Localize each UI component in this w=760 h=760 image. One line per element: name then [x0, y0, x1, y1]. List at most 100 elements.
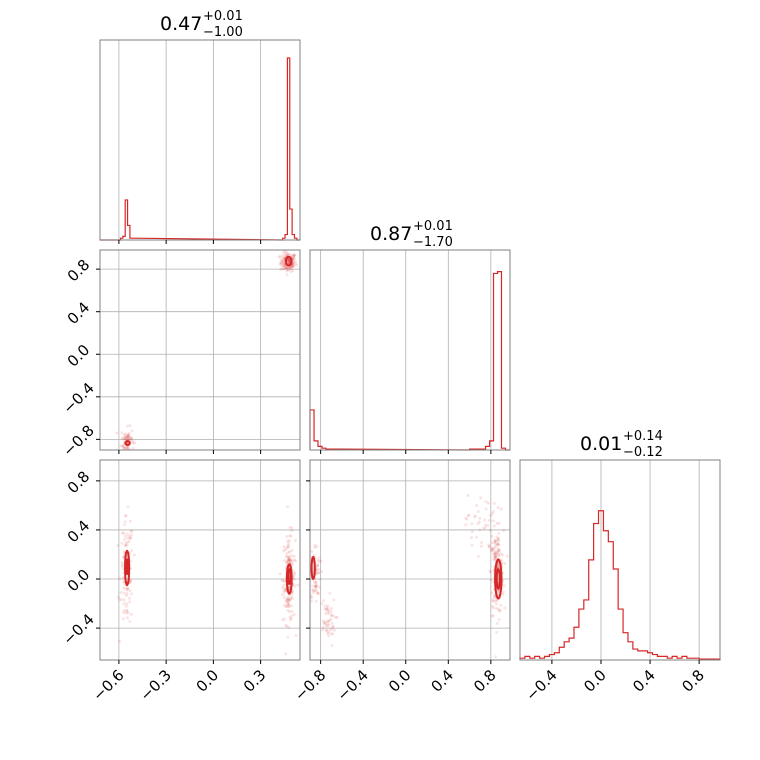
- sample-point: [489, 570, 493, 574]
- sample-point: [318, 577, 322, 581]
- sample-point: [327, 608, 331, 612]
- sample-point: [316, 591, 320, 595]
- sample-point: [290, 604, 294, 608]
- sample-point: [126, 436, 130, 440]
- sample-point: [287, 261, 291, 265]
- density-contour: [310, 555, 316, 581]
- sample-point: [293, 572, 297, 576]
- sample-point: [124, 435, 128, 439]
- sample-point: [283, 617, 287, 621]
- sample-point: [123, 543, 127, 547]
- sample-point: [282, 266, 286, 270]
- sample-point: [280, 579, 284, 583]
- sample-point: [326, 611, 330, 615]
- histogram-step-3: [519, 510, 721, 660]
- sample-point: [494, 602, 498, 606]
- sample-point: [496, 537, 500, 541]
- sample-point: [281, 618, 285, 622]
- histogram-panel-3: [519, 459, 721, 664]
- sample-point: [315, 544, 319, 548]
- sample-point: [120, 564, 124, 568]
- x-tick-label: −0.4: [334, 666, 372, 704]
- sample-point: [307, 555, 310, 558]
- sample-point: [287, 258, 291, 262]
- sample-point: [133, 441, 137, 445]
- x-tick-label: −0.3: [136, 666, 174, 704]
- sample-point: [288, 599, 292, 603]
- sample-point: [317, 571, 321, 575]
- sample-point: [282, 590, 286, 594]
- sample-point: [122, 531, 126, 535]
- sample-point: [130, 429, 134, 433]
- sample-point: [126, 611, 130, 615]
- sample-point: [122, 591, 126, 595]
- sample-point: [496, 542, 500, 546]
- sample-point: [326, 609, 330, 613]
- sample-point: [291, 262, 295, 266]
- sample-point: [285, 605, 289, 609]
- sample-point: [493, 555, 497, 559]
- density-contour: [124, 440, 131, 447]
- sample-point: [281, 593, 285, 597]
- sample-point: [470, 522, 474, 526]
- sample-point: [282, 595, 286, 599]
- sample-point: [127, 431, 131, 435]
- sample-point: [285, 251, 289, 255]
- sample-point: [286, 602, 290, 606]
- sample-point: [493, 600, 497, 604]
- sample-point: [294, 634, 298, 638]
- histogram-panel-2: [309, 249, 511, 454]
- sample-point: [329, 617, 333, 621]
- sample-point: [285, 266, 289, 270]
- sample-point: [484, 507, 488, 511]
- sample-point: [497, 607, 501, 611]
- sample-point: [286, 252, 290, 256]
- sample-point: [282, 545, 286, 549]
- histogram-panel-1: [99, 39, 301, 244]
- sample-point: [503, 561, 507, 565]
- sample-point: [289, 534, 293, 538]
- panel-frame: [99, 459, 301, 661]
- sample-point: [282, 261, 286, 265]
- panel-title-3: 0.01: [580, 433, 622, 455]
- sample-point: [487, 545, 491, 549]
- sample-point: [470, 530, 474, 534]
- sample-point: [325, 628, 329, 632]
- y-tick-label: 0.4: [64, 517, 94, 547]
- sample-point: [287, 559, 291, 563]
- sample-point: [118, 639, 122, 643]
- y-tick-label: 0.4: [64, 298, 94, 328]
- sample-point: [486, 501, 490, 505]
- sample-point: [129, 612, 133, 616]
- sample-point: [491, 519, 495, 523]
- sample-point: [287, 557, 291, 561]
- sample-point: [493, 555, 497, 559]
- sample-point: [484, 500, 488, 504]
- sample-point: [130, 549, 134, 553]
- sample-point: [289, 596, 293, 600]
- sample-point: [332, 598, 336, 602]
- sample-point: [288, 550, 292, 554]
- sample-point: [293, 259, 297, 263]
- sample-point: [316, 571, 320, 575]
- sample-point: [321, 628, 325, 632]
- sample-point: [286, 602, 290, 606]
- sample-point: [128, 589, 132, 593]
- sample-point: [278, 572, 282, 576]
- sample-point: [122, 523, 126, 527]
- sample-point: [283, 267, 287, 271]
- sample-point: [278, 263, 282, 267]
- sample-point: [492, 524, 496, 528]
- sample-point: [278, 254, 282, 258]
- sample-point: [329, 632, 333, 636]
- sample-point: [315, 571, 319, 575]
- sample-point: [464, 523, 468, 527]
- sample-point: [131, 447, 135, 450]
- sample-point: [490, 535, 494, 539]
- sample-point: [125, 602, 129, 606]
- histogram-step-1: [100, 57, 300, 241]
- sample-point: [330, 621, 334, 625]
- sample-point: [315, 585, 319, 589]
- sample-point: [282, 256, 286, 260]
- sample-point: [123, 436, 127, 440]
